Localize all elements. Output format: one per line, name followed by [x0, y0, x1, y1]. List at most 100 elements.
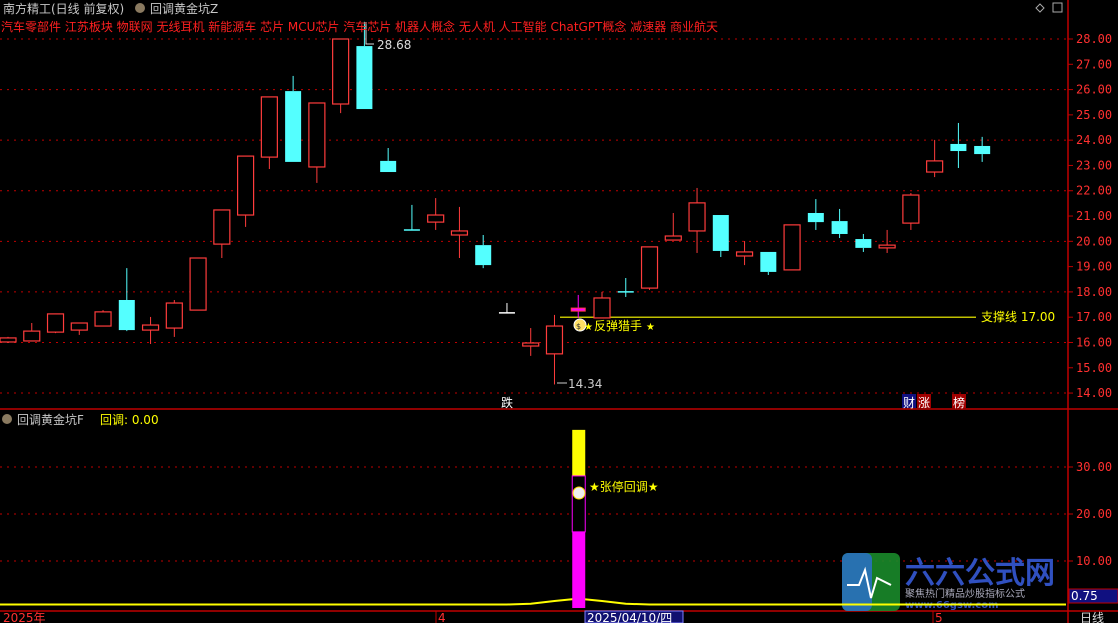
- candle-body: [450, 230, 469, 236]
- signal-bar-yellow: [572, 429, 586, 476]
- sub-gridlines: [0, 466, 1068, 562]
- support-label: 支撑线 17.00: [981, 309, 1055, 324]
- candle-body: [189, 257, 207, 311]
- candle-body: [807, 212, 824, 223]
- candle-body: [570, 307, 586, 312]
- indicator-menu-icon[interactable]: [135, 3, 145, 13]
- candle-body: [356, 46, 373, 110]
- candle-body: [46, 313, 65, 333]
- candle: [165, 299, 183, 337]
- star-icon: ★: [584, 322, 593, 333]
- price-tick-label: 18.00: [1076, 285, 1112, 299]
- candle: [593, 291, 611, 319]
- indicator-line: [0, 597, 1066, 606]
- indicator-tick-label: 20.00: [1076, 507, 1112, 521]
- candle-body: [783, 224, 801, 271]
- window-toggle-icon[interactable]: [1052, 2, 1063, 13]
- indicator-tick-label: 30.00: [1076, 460, 1112, 474]
- diamond-icon[interactable]: [1035, 3, 1045, 13]
- price-tick-label: 28.00: [1076, 32, 1112, 46]
- candle-body: [427, 214, 445, 223]
- candle: [475, 234, 492, 269]
- candle: [260, 96, 278, 169]
- current-indicator-value: 0.75: [1071, 589, 1098, 603]
- candle: [807, 199, 824, 230]
- candles: [0, 21, 991, 385]
- candle: [902, 193, 920, 230]
- sub-indicator: [0, 429, 1066, 608]
- month-4-label: 4: [438, 611, 446, 623]
- price-tick-label: 15.00: [1076, 361, 1112, 375]
- sub-indicator-value: 回调: 0.00: [100, 413, 159, 427]
- candle: [545, 314, 564, 385]
- candle: [237, 155, 255, 227]
- signal-cai: 财: [903, 396, 915, 410]
- price-axis: 28.00 27.00 26.00 25.00 24.00 23.00 22.00 21.00…: [1068, 32, 1112, 400]
- candle: [570, 294, 586, 318]
- candle-body: [118, 299, 135, 331]
- candle-body: [593, 297, 611, 319]
- candle: [189, 257, 207, 311]
- signal-zhang: 涨: [918, 395, 930, 410]
- candle-body: [712, 215, 729, 251]
- candle: [427, 198, 445, 230]
- watermark-brand: 六六公式网: [905, 556, 1055, 591]
- candle-body: [640, 246, 659, 289]
- candle: [213, 209, 231, 259]
- candle: [522, 328, 540, 356]
- watermark-url: www.66gsw.com: [905, 600, 999, 611]
- year-label: 2025年: [3, 611, 46, 623]
- price-tick-label: 21.00: [1076, 209, 1112, 223]
- candle-body: [308, 102, 326, 168]
- candle-body: [23, 330, 41, 342]
- candle: [664, 212, 682, 241]
- candle-body: [545, 325, 564, 355]
- candle: [356, 21, 373, 110]
- candle: [94, 310, 112, 327]
- candle-body: [475, 245, 492, 266]
- sub-indicator-name[interactable]: 回调黄金坑F: [17, 412, 84, 427]
- candle-body: [664, 235, 682, 241]
- candle: [760, 251, 777, 275]
- candle-body: [760, 251, 777, 272]
- price-tick-label: 14.00: [1076, 386, 1112, 400]
- signal-bar-outline: [571, 475, 586, 533]
- money-bag-icon: [573, 318, 587, 332]
- price-tick-label: 23.00: [1076, 158, 1112, 172]
- bounce-signal: $ ★ 反弹猎手 ★: [573, 318, 655, 333]
- candle-body: [213, 209, 231, 245]
- candle: [640, 246, 659, 290]
- watermark-logo: 六六公式网 聚焦热门精品炒股指标公式 www.66gsw.com: [842, 553, 1055, 611]
- money-bag-icon: [572, 486, 586, 500]
- candle: [403, 204, 420, 231]
- stock-title[interactable]: 南方精工(日线 前复权): [3, 1, 124, 16]
- candle: [783, 224, 801, 271]
- candle-body: [237, 155, 255, 216]
- month-5-label: 5: [935, 611, 943, 623]
- candle-body: [735, 251, 754, 257]
- signal-bar-magenta: [572, 531, 586, 608]
- candle: [332, 38, 350, 114]
- star-icon: ★: [646, 322, 655, 333]
- candle: [831, 208, 848, 239]
- signal-label: ★张停回调★: [589, 479, 659, 494]
- candle-body: [926, 160, 944, 173]
- high-label: 28.68: [377, 38, 411, 52]
- candle: [855, 233, 872, 252]
- main-indicator-name[interactable]: 回调黄金坑Z: [150, 1, 218, 16]
- bounce-label: 反弹猎手: [594, 319, 642, 333]
- price-tick-label: 26.00: [1076, 83, 1112, 97]
- candle: [70, 322, 88, 335]
- candle: [926, 139, 944, 178]
- candle: [450, 206, 469, 259]
- low-marker: 14.34: [557, 377, 602, 391]
- signal-bang: 榜: [953, 395, 965, 410]
- price-tick-label: 17.00: [1076, 310, 1112, 324]
- period-label[interactable]: 日线: [1080, 611, 1104, 623]
- indicator-menu-icon[interactable]: [2, 414, 12, 424]
- cursor-date: 2025/04/10/四: [587, 611, 672, 623]
- svg-text:$: $: [576, 322, 581, 331]
- candle: [380, 147, 397, 173]
- candle-body: [260, 96, 278, 158]
